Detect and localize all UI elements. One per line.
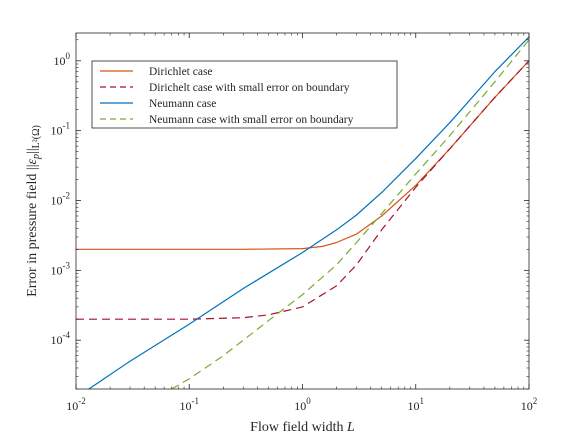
legend-label-dirichlet-boundary: Dirichelt case with small error on bound… [149,82,350,94]
legend-label-neumann-boundary: Neumann case with small error on boundar… [149,114,354,126]
y-axis-label: Error in pressure field ||εp||L²(Ω) [25,125,42,297]
legend: Dirichlet case Dirichelt case with small… [92,61,397,128]
legend-label-dirichlet: Dirichlet case [149,66,213,78]
x-axis-label: Flow field width L [250,420,355,435]
legend-label-neumann: Neumann case [149,98,216,110]
